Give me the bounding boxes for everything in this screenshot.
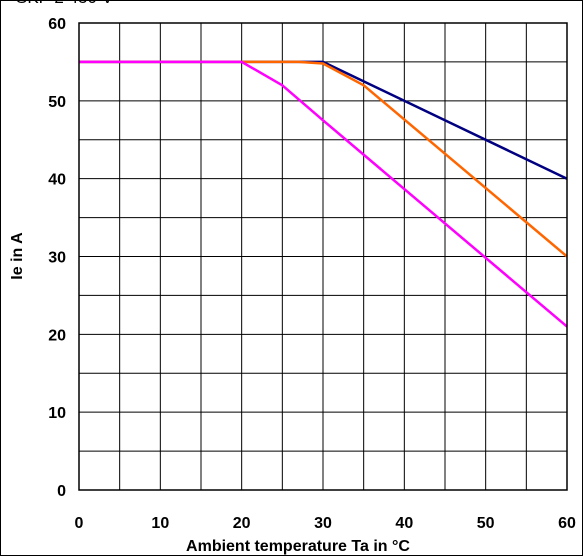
y-tick-label: 30 bbox=[48, 250, 66, 267]
y-tick-labels: 0 10 20 30 40 50 60 bbox=[48, 16, 66, 500]
x-tick-label: 0 bbox=[75, 515, 84, 532]
y-tick-label: 60 bbox=[48, 16, 66, 33]
x-axis-label: Ambient temperature Ta in °C bbox=[186, 538, 410, 555]
grid bbox=[79, 23, 567, 490]
y-tick-label: 10 bbox=[48, 405, 66, 422]
series-group bbox=[79, 60, 568, 328]
y-tick-label: 50 bbox=[48, 94, 66, 111]
series-line-3 bbox=[79, 60, 568, 328]
y-axis-label: Ie in A bbox=[9, 232, 26, 280]
y-tick-label: 40 bbox=[48, 172, 66, 189]
chart-header-clipped-text: SKP 2 450 V bbox=[16, 0, 113, 8]
x-tick-labels: 0 10 20 30 40 50 60 bbox=[75, 515, 576, 532]
plot-area-border bbox=[78, 22, 568, 491]
x-tick-label: 30 bbox=[314, 515, 332, 532]
x-tick-label: 40 bbox=[395, 515, 413, 532]
x-tick-label: 50 bbox=[477, 515, 495, 532]
x-tick-label: 60 bbox=[558, 515, 576, 532]
y-tick-label: 0 bbox=[57, 483, 66, 500]
x-tick-label: 10 bbox=[151, 515, 169, 532]
y-tick-label: 20 bbox=[48, 327, 66, 344]
x-tick-label: 20 bbox=[233, 515, 251, 532]
